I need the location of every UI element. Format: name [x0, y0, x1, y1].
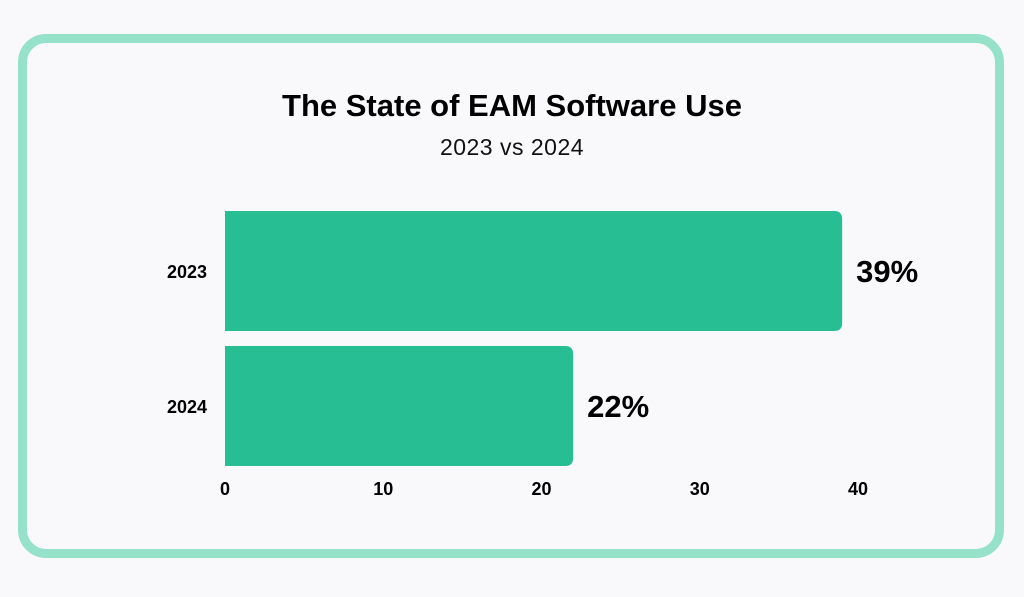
category-label-2024: 2024 [167, 397, 207, 417]
category-label-2023: 2023 [167, 262, 207, 282]
data-label-2024: 22% [587, 389, 649, 424]
chart-title: The State of EAM Software Use [282, 88, 742, 123]
x-tick-label: 0 [220, 479, 230, 499]
chart-subtitle: 2023 vs 2024 [439, 134, 585, 160]
x-tick-label: 40 [848, 479, 868, 499]
x-tick-label: 20 [531, 479, 551, 499]
bar-2023 [225, 211, 843, 331]
data-label-2023: 39% [856, 254, 918, 289]
bar-2024 [225, 346, 574, 466]
x-tick-label: 10 [373, 479, 393, 499]
x-tick-label: 30 [690, 479, 710, 499]
